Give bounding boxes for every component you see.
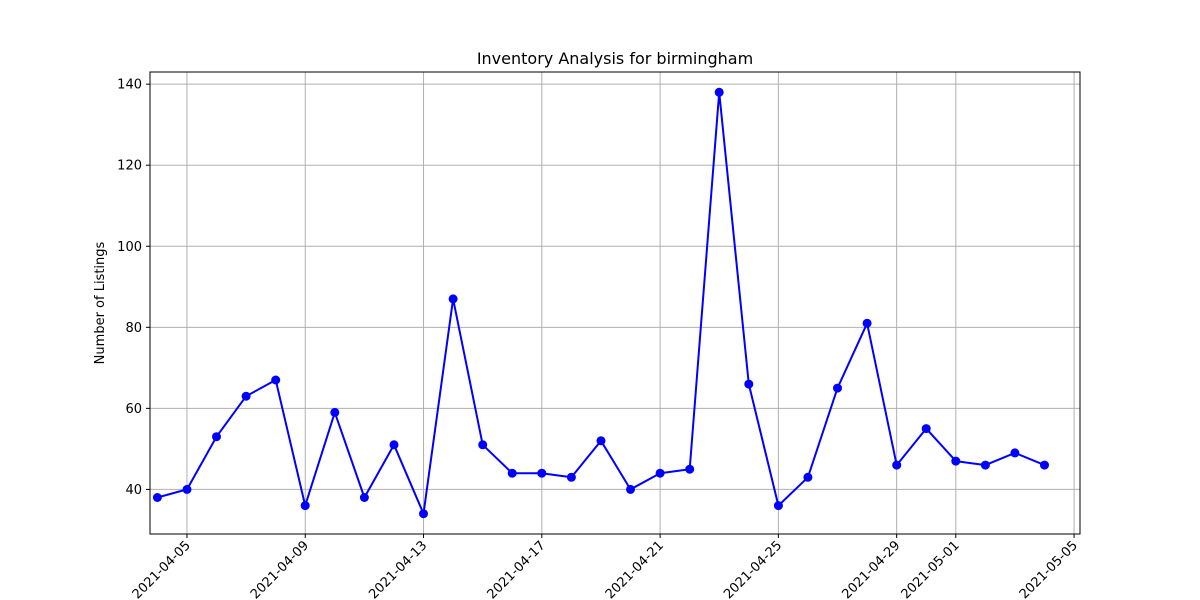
data-point: [773, 501, 783, 511]
data-point: [921, 424, 931, 434]
x-tick-label: 2021-04-09: [248, 538, 312, 600]
x-axis: 2021-04-05 2021-04-09 2021-04-13 2021-04-17…: [130, 534, 1081, 600]
data-point: [862, 318, 872, 328]
data-point: [951, 456, 961, 466]
y-tick-label: 140: [117, 78, 142, 93]
series-line: [157, 91, 1045, 515]
x-tick-label: 2021-05-05: [1017, 538, 1081, 600]
y-tick-label: 80: [125, 321, 142, 336]
data-point: [389, 440, 399, 450]
y-tick-label: 100: [117, 240, 142, 255]
x-tick-label: 2021-04-13: [366, 538, 430, 600]
chart-title: Inventory Analysis for birmingham: [477, 49, 753, 68]
data-point: [537, 468, 547, 478]
data-point: [596, 436, 606, 446]
data-point: [182, 484, 192, 494]
y-tick-label: 120: [117, 159, 142, 174]
data-point: [685, 464, 695, 474]
y-axis-title: Number of Listings: [93, 241, 108, 364]
data-point: [833, 383, 842, 393]
data-point: [626, 484, 635, 494]
data-point: [714, 87, 724, 97]
data-point: [212, 432, 221, 442]
y-tick-label: 40: [125, 483, 142, 498]
x-tick-label: 2021-05-01: [899, 538, 963, 600]
data-point: [566, 472, 576, 482]
data-point: [655, 468, 665, 478]
series-layer: [152, 87, 1049, 519]
data-point: [271, 375, 281, 385]
data-point: [241, 391, 251, 401]
data-point: [448, 294, 458, 304]
plot-frame: [149, 71, 1081, 535]
data-point: [1010, 448, 1020, 458]
x-tick-label: 2021-04-29: [839, 538, 903, 600]
data-point: [507, 468, 517, 478]
data-point: [419, 509, 428, 519]
data-point: [300, 501, 310, 511]
x-tick-label: 2021-04-21: [603, 538, 667, 600]
x-tick-label: 2021-04-05: [130, 538, 194, 600]
x-tick-label: 2021-04-25: [721, 538, 785, 600]
data-point: [478, 440, 488, 450]
data-point: [330, 407, 340, 417]
data-point: [803, 472, 813, 482]
data-point: [892, 460, 902, 470]
y-axis: 40 60 80 100 120 140: [117, 78, 150, 498]
x-tick-label: 2021-04-17: [485, 538, 549, 600]
data-point: [744, 379, 754, 389]
data-point: [152, 493, 162, 502]
data-point: [359, 493, 369, 502]
data-point: [1040, 460, 1049, 470]
y-tick-label: 60: [125, 402, 142, 417]
data-point: [980, 460, 990, 470]
